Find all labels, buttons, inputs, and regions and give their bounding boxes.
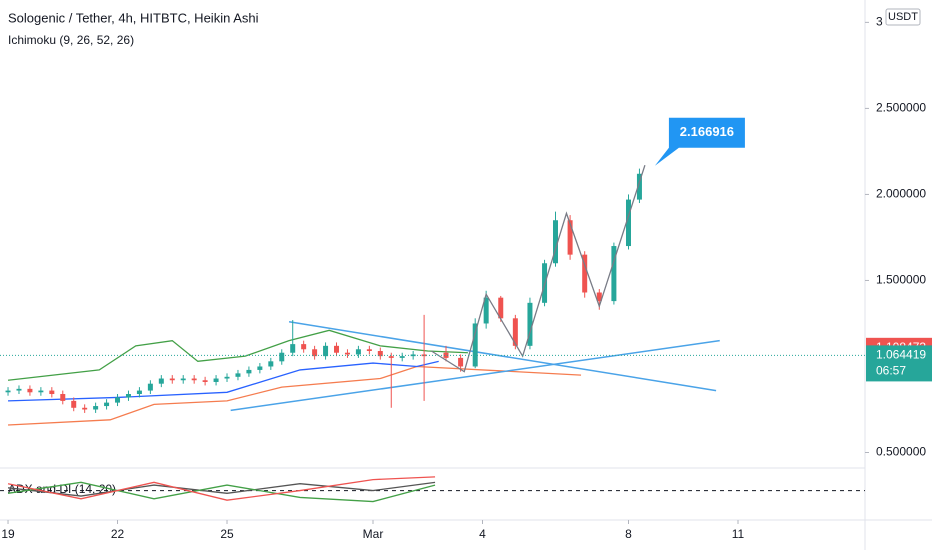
candle-body xyxy=(224,376,230,379)
ichimoku-line xyxy=(7,329,468,381)
candle-body xyxy=(38,390,44,393)
ichimoku-line xyxy=(7,365,582,426)
candle-body xyxy=(410,354,416,357)
candle-body xyxy=(60,394,66,401)
currency-badge xyxy=(885,8,921,26)
candle-body xyxy=(93,406,99,410)
candle-body xyxy=(49,390,55,395)
candle-body xyxy=(202,380,208,382)
y-tick-label: 0.500000 xyxy=(876,445,926,459)
projected-candle-body xyxy=(512,318,518,346)
projected-candle-body xyxy=(483,297,489,324)
candle-body xyxy=(27,388,33,393)
callout-label: 2.166916 xyxy=(680,124,734,139)
candle-body xyxy=(158,378,164,384)
candle-body xyxy=(180,378,186,381)
y-tick-label: 2.500000 xyxy=(876,101,926,115)
x-tick-label: Mar xyxy=(363,527,384,541)
indicator-label: Ichimoku (9, 26, 52, 26) xyxy=(8,33,134,47)
callout xyxy=(654,117,745,166)
currency-label: USDT xyxy=(888,11,918,23)
projected-candle-body xyxy=(636,173,642,200)
candle-body xyxy=(213,378,219,382)
candle-body xyxy=(301,344,307,350)
candle-body xyxy=(312,349,318,357)
last-price-label: 1.064419 xyxy=(876,348,926,362)
adx-line xyxy=(7,476,436,501)
candle-body xyxy=(377,351,383,357)
adx-label: ADX and DI (14, 20) xyxy=(8,482,116,496)
projected-candle-body xyxy=(582,254,588,293)
x-tick-label: 8 xyxy=(625,527,632,541)
candle-body xyxy=(344,352,350,355)
y-tick-label: 3 xyxy=(876,15,883,29)
candle-body xyxy=(147,383,153,391)
candle-body xyxy=(235,373,241,377)
trendline xyxy=(230,339,720,412)
x-tick-label: 11 xyxy=(732,527,745,541)
candle-body xyxy=(268,361,274,367)
candle-body xyxy=(366,349,372,351)
candle-body xyxy=(71,400,77,408)
candle-body xyxy=(421,354,427,357)
projected-candle-body xyxy=(567,220,573,255)
projected-candle-body xyxy=(611,246,617,302)
last-price-badge xyxy=(866,345,932,382)
countdown: 06:57 xyxy=(876,364,906,378)
y-tick-label: 2.000000 xyxy=(876,187,926,201)
projected-candle-body xyxy=(498,297,504,319)
candle-body xyxy=(257,366,263,370)
x-tick-label: 22 xyxy=(111,527,125,541)
candle-body xyxy=(334,345,340,353)
x-tick-label: 4 xyxy=(479,527,486,541)
trendline xyxy=(288,321,717,392)
candle-body xyxy=(355,349,361,355)
x-tick-label: 19 xyxy=(1,527,15,541)
chart-title: Sologenic / Tether, 4h, HITBTC, Heikin A… xyxy=(8,10,259,25)
candle-body xyxy=(16,388,22,391)
candle-body xyxy=(115,397,121,403)
projected-candle-body xyxy=(625,199,631,247)
y-tick-label: 1.500000 xyxy=(876,273,926,287)
x-tick-label: 25 xyxy=(220,527,234,541)
candle-body xyxy=(82,407,88,410)
candle-body xyxy=(290,344,296,353)
candle-body xyxy=(191,378,197,381)
candle-body xyxy=(323,345,329,357)
candle-body xyxy=(399,356,405,358)
candle-body xyxy=(279,352,285,362)
projected-candle-body xyxy=(458,357,464,367)
adx-line xyxy=(7,481,436,497)
projected-candle-body xyxy=(472,323,478,367)
candle-body xyxy=(246,369,252,374)
candle-body xyxy=(5,390,11,393)
candle-body xyxy=(169,378,175,381)
projected-candle-body xyxy=(552,220,558,264)
candle-body xyxy=(136,390,142,395)
projection-path xyxy=(431,164,646,373)
projected-candle-body xyxy=(527,302,533,346)
candle-body xyxy=(125,394,131,398)
projected-candle-body xyxy=(443,352,449,358)
adx-line xyxy=(7,481,436,503)
candle-body xyxy=(104,402,110,407)
candle-body xyxy=(388,356,394,358)
projected-candle-body xyxy=(596,292,602,302)
